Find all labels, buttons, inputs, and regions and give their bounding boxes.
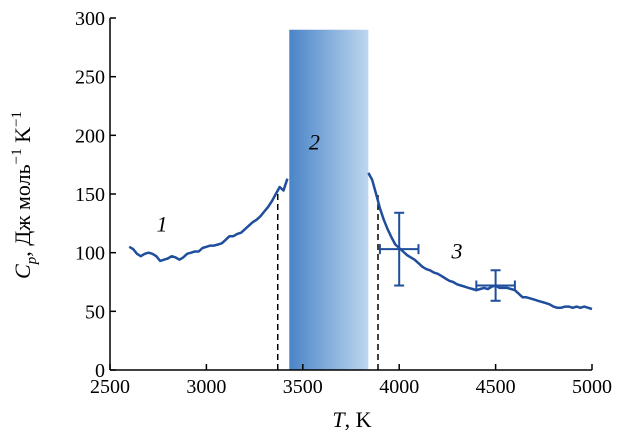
y-tick-label: 0 [95,360,105,382]
x-tick-label: 4500 [476,376,516,398]
error-bars [378,211,516,302]
shaded-region [289,29,369,370]
series-line-left [128,178,289,263]
error-bar [475,269,516,302]
y-axis-sub: p [24,256,40,265]
y-tick-label: 200 [75,125,105,147]
x-tick-label: 2500 [90,376,130,398]
y-axis-exp1: −1 [9,148,25,164]
x-tick-label: 5000 [572,376,612,398]
y-tick-label: 150 [75,184,105,206]
error-bar [378,211,420,287]
series-annotation: 3 [451,239,463,264]
y-axis-ticks: 0 50 100 150 200 250 300 [75,8,116,382]
x-axis-label: T, K [332,407,371,432]
y-axis-exp2: −1 [9,111,25,127]
y-tick-label: 100 [75,243,105,265]
dashed-lines [276,190,379,370]
series-annotation: 1 [157,212,168,237]
series-lines [128,172,593,311]
y-tick-label: 300 [75,8,105,30]
series-line-right [367,172,593,311]
y-tick-label: 50 [85,301,105,323]
x-axis-unit: , K [345,407,372,432]
x-tick-label: 3000 [186,376,226,398]
y-axis-label: Cp, Дж моль−1 K−1 [9,111,40,279]
y-axis-unit: , Дж моль [10,164,35,256]
y-axis-var: C [10,264,35,279]
annotations: 1 2 3 [157,129,463,263]
x-axis-var: T [332,407,346,432]
y-axis-unit2: K [10,127,35,149]
x-axis-ticks: 2500 3000 3500 4000 4500 5000 [90,364,612,398]
series-annotation: 2 [309,129,320,154]
x-tick-label: 3500 [283,376,323,398]
y-tick-label: 250 [75,67,105,89]
x-tick-label: 4000 [379,376,419,398]
